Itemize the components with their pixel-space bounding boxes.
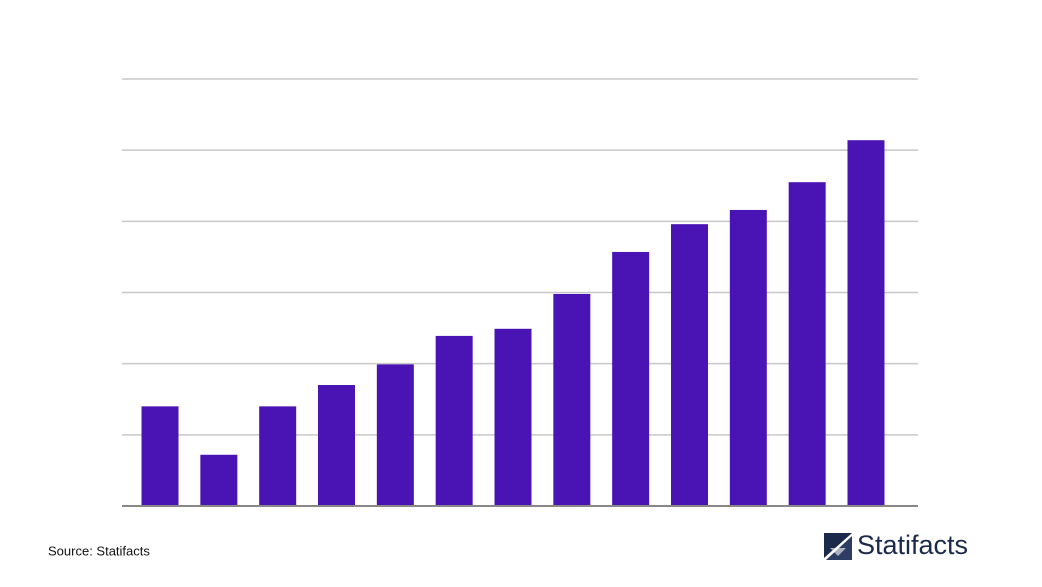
bar [788, 182, 826, 507]
logo: Statifacts [824, 530, 968, 560]
bar [435, 335, 473, 506]
bar [259, 406, 297, 506]
bar [847, 140, 885, 506]
bar [318, 385, 356, 506]
bar [376, 364, 414, 506]
bar [729, 209, 767, 507]
logo-text: Statifacts [857, 530, 968, 560]
bar [553, 293, 591, 506]
logo-icon [824, 533, 852, 560]
bar [141, 406, 179, 506]
bar [200, 454, 238, 506]
bar [612, 251, 650, 506]
bar [494, 328, 532, 506]
bar [670, 224, 708, 506]
source-note: Source: Statifacts [48, 543, 150, 558]
